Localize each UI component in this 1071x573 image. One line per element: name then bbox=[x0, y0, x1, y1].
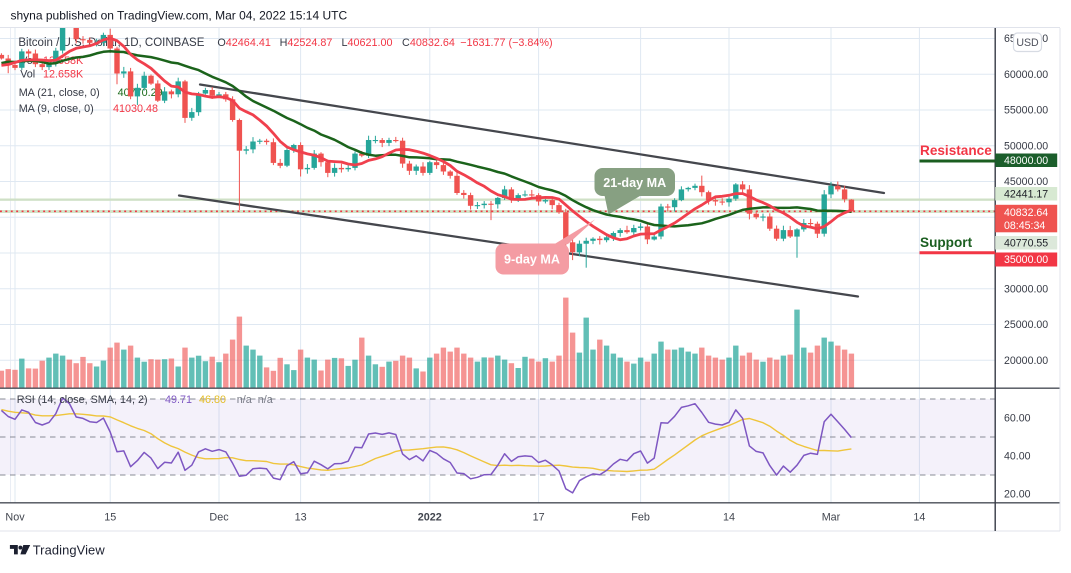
svg-text:55000.00: 55000.00 bbox=[1004, 105, 1048, 117]
svg-text:Vol: Vol bbox=[20, 69, 35, 81]
svg-text:H42524.87: H42524.87 bbox=[280, 37, 333, 49]
svg-text:L40621.00: L40621.00 bbox=[342, 37, 393, 49]
svg-text:9-day MA: 9-day MA bbox=[504, 253, 560, 267]
svg-text:14: 14 bbox=[913, 512, 925, 524]
svg-text:20000.00: 20000.00 bbox=[1004, 355, 1048, 367]
svg-text:08:45:34: 08:45:34 bbox=[1004, 220, 1045, 232]
svg-text:15: 15 bbox=[104, 512, 116, 524]
svg-text:Dec: Dec bbox=[209, 512, 229, 524]
svg-text:MA (21, close, 0): MA (21, close, 0) bbox=[19, 87, 100, 99]
svg-text:60000.00: 60000.00 bbox=[1004, 69, 1048, 81]
svg-text:41030.48: 41030.48 bbox=[113, 103, 158, 115]
svg-text:MA (9, close, 0): MA (9, close, 0) bbox=[19, 103, 94, 115]
svg-text:Resistance: Resistance bbox=[920, 143, 992, 158]
svg-text:Nov: Nov bbox=[5, 512, 25, 524]
svg-text:−1631.77 (−3.84%): −1631.77 (−3.84%) bbox=[460, 37, 552, 49]
svg-text:49.71: 49.71 bbox=[165, 394, 192, 406]
svg-text:45000.00: 45000.00 bbox=[1004, 176, 1048, 188]
svg-text:35000.00: 35000.00 bbox=[1004, 254, 1048, 266]
svg-text:shyna published on TradingView: shyna published on TradingView.com, Mar … bbox=[11, 9, 348, 23]
svg-text:n/a: n/a bbox=[258, 394, 273, 406]
svg-text:50000.00: 50000.00 bbox=[1004, 140, 1048, 152]
svg-text:C40832.64: C40832.64 bbox=[402, 37, 455, 49]
svg-text:TradingView: TradingView bbox=[33, 543, 106, 558]
svg-text:60.00: 60.00 bbox=[1004, 413, 1031, 425]
svg-text:n/a: n/a bbox=[237, 394, 252, 406]
svg-text:46.80: 46.80 bbox=[199, 394, 226, 406]
svg-text:25000.00: 25000.00 bbox=[1004, 319, 1048, 331]
svg-text:40770.55: 40770.55 bbox=[1004, 237, 1048, 249]
svg-text:21-day MA: 21-day MA bbox=[603, 176, 666, 190]
svg-text:RSI (14, close, SMA, 14, 2): RSI (14, close, SMA, 14, 2) bbox=[17, 394, 148, 406]
svg-text:12.658K: 12.658K bbox=[43, 69, 84, 81]
svg-text:USD: USD bbox=[1016, 37, 1039, 49]
svg-text:2022: 2022 bbox=[418, 512, 442, 524]
svg-text:13: 13 bbox=[295, 512, 307, 524]
svg-text:14: 14 bbox=[723, 512, 735, 524]
svg-text:40.00: 40.00 bbox=[1004, 451, 1031, 463]
svg-text:40832.64: 40832.64 bbox=[1004, 207, 1048, 219]
svg-text:30000.00: 30000.00 bbox=[1004, 283, 1048, 295]
svg-text:42441.17: 42441.17 bbox=[1004, 188, 1048, 200]
svg-text:Support: Support bbox=[920, 235, 973, 250]
svg-text:17: 17 bbox=[533, 512, 545, 524]
svg-text:48000.00: 48000.00 bbox=[1004, 155, 1048, 167]
svg-text:Feb: Feb bbox=[631, 512, 650, 524]
svg-text:20.00: 20.00 bbox=[1004, 489, 1031, 501]
svg-text:O42464.41: O42464.41 bbox=[217, 37, 270, 49]
svg-text:Mar: Mar bbox=[822, 512, 841, 524]
